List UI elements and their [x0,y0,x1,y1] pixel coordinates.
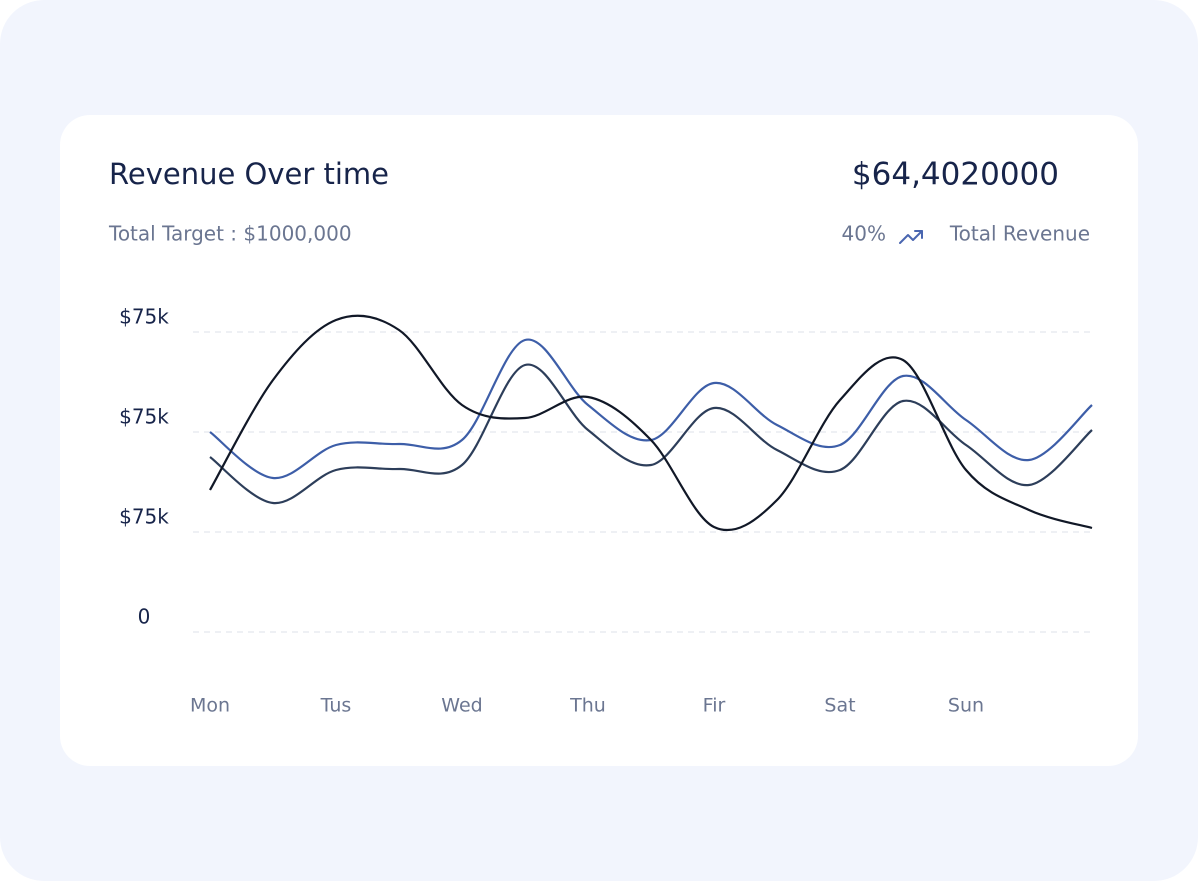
x-tick-label: Sat [824,695,855,717]
x-tick-label: Wed [441,695,482,717]
change-label: Total Revenue [949,222,1090,246]
x-tick-label: Mon [190,695,230,717]
change: 40% [842,222,886,246]
y-tick-label: $75k [119,405,169,429]
x-tick-label: Fir [703,695,726,717]
series-line [209,363,1093,505]
series-line [209,338,1093,480]
series-line [209,314,1093,532]
card [60,115,1138,766]
x-tick-label: Thu [569,695,606,717]
subtitle: Total Target : $1000,000 [108,222,352,246]
amount: $64,4020000 [852,157,1059,193]
y-tick-label: 0 [138,605,151,629]
y-tick-label: $75k [119,505,169,529]
x-tick-label: Sun [948,695,984,717]
title: Revenue Over time [109,157,389,191]
trend-icon [899,230,923,244]
x-tick-label: Tus [320,695,352,717]
y-tick-label: $75k [119,305,169,329]
